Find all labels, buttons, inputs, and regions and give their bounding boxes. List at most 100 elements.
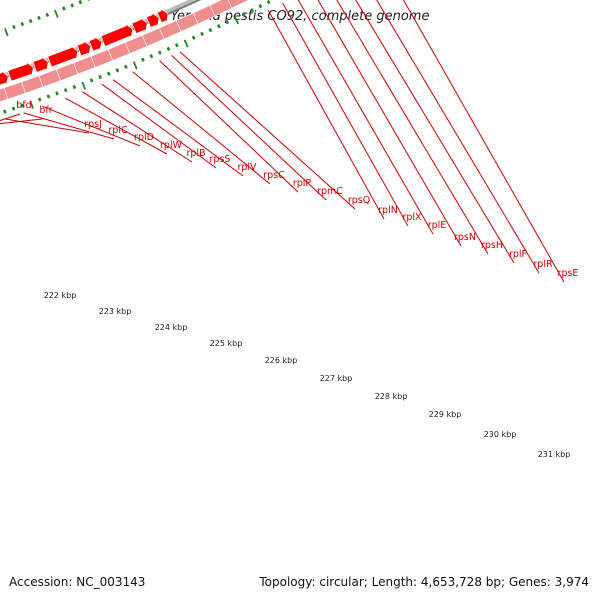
kbp-label: 227 kbp xyxy=(320,374,353,383)
cds-forward xyxy=(209,0,233,17)
gene-label-rplW[interactable]: rplW xyxy=(160,140,183,151)
skew-tick xyxy=(63,88,68,93)
gene-label-rpsH[interactable]: rpsH xyxy=(481,240,503,251)
feature-track[interactable] xyxy=(0,0,439,122)
gene-label-rplP[interactable]: rplP xyxy=(293,178,312,189)
gene-label-rplE[interactable]: rplE xyxy=(428,220,447,231)
callout-line xyxy=(64,97,168,155)
cds-reverse xyxy=(0,69,9,87)
skew-tick xyxy=(20,21,25,27)
skew-tick xyxy=(98,74,103,80)
kbp-label: 224 kbp xyxy=(155,323,188,332)
skew-tick xyxy=(89,78,94,83)
gene-label-rpsC[interactable]: rpsC xyxy=(263,170,285,181)
callout-line xyxy=(5,118,90,134)
topology-label: Topology: circular; Length: 4,653,728 bp… xyxy=(259,575,589,589)
callout-line xyxy=(297,0,434,235)
gene-label-rplC[interactable]: rplC xyxy=(108,125,128,136)
skew-tick xyxy=(3,109,7,114)
kbp-label: 226 kbp xyxy=(265,356,298,365)
skew-tick xyxy=(54,9,59,18)
skew-tick xyxy=(46,94,51,99)
kbp-label: 223 kbp xyxy=(99,307,132,316)
skew-tick xyxy=(12,24,16,30)
skew-tick xyxy=(37,97,42,102)
skew-tick xyxy=(132,61,138,70)
gene-label-rplF[interactable]: rplF xyxy=(509,249,527,260)
callout-line xyxy=(101,83,217,169)
callout-line xyxy=(267,10,385,220)
cds-reverse xyxy=(47,44,79,68)
skew-tick xyxy=(78,0,83,5)
skew-tick xyxy=(158,50,162,55)
callout-line xyxy=(23,112,115,140)
skew-tick xyxy=(123,64,128,69)
skew-tick xyxy=(72,84,77,90)
skew-tick xyxy=(45,12,50,17)
skew-tick xyxy=(141,57,145,62)
accession-label: Accession: NC_003143 xyxy=(9,575,146,589)
gene-label-rplV[interactable]: rplV xyxy=(237,162,257,173)
cds-reverse xyxy=(7,61,34,82)
gene-label-rplX[interactable]: rplX xyxy=(402,212,422,223)
skew-tick xyxy=(20,103,25,108)
callout-line xyxy=(376,0,540,274)
cds-reverse xyxy=(146,12,160,28)
skew-tick xyxy=(149,54,154,59)
skew-tick xyxy=(208,27,213,33)
gene-label-rplR[interactable]: rplR xyxy=(533,259,553,270)
kbp-label: 222 kbp xyxy=(44,291,77,300)
outer-skew-track xyxy=(3,0,277,114)
gene-label-rpsE[interactable]: rpsE xyxy=(558,268,579,279)
skew-tick xyxy=(166,46,171,52)
cds-reverse xyxy=(32,55,49,73)
callout-line xyxy=(81,91,193,163)
callout-line xyxy=(282,2,409,227)
skew-tick xyxy=(200,31,204,37)
callout-line xyxy=(336,0,489,255)
skew-tick xyxy=(37,15,41,21)
cds-reverse xyxy=(76,40,91,57)
cds-reverse xyxy=(88,35,102,52)
gene-label-rplD[interactable]: rplD xyxy=(134,132,154,143)
gene-label-rpsQ[interactable]: rpsQ xyxy=(348,195,370,206)
callout-line xyxy=(42,105,141,147)
kbp-label: 228 kbp xyxy=(375,392,408,401)
skew-tick xyxy=(216,24,221,29)
kbp-label: 230 kbp xyxy=(484,430,517,439)
skew-tick xyxy=(225,20,230,25)
skew-tick xyxy=(11,106,16,111)
gene-label-rplN[interactable]: rplN xyxy=(378,205,398,216)
skew-tick xyxy=(28,18,33,24)
inner-skew-track xyxy=(4,0,91,37)
callout-line xyxy=(0,118,43,125)
callout-line xyxy=(112,79,244,177)
skew-tick xyxy=(241,12,246,17)
genome-backbone xyxy=(0,0,202,81)
gene-callouts: bfdbfrrpsJrplCrplDrplWrplBrpsSrplVrpsCrp… xyxy=(0,0,579,283)
cds-forward xyxy=(227,0,250,9)
gene-label-rpmC[interactable]: rpmC xyxy=(317,186,343,197)
callout-line xyxy=(402,0,565,283)
cds-reverse xyxy=(100,23,133,47)
map-title: Yersinia pestis CO92, complete genome xyxy=(170,9,430,24)
skew-tick xyxy=(183,39,189,48)
cds-reverse xyxy=(156,8,169,24)
gene-label-rpsN[interactable]: rpsN xyxy=(454,232,476,243)
skew-tick xyxy=(191,35,196,40)
skew-tick xyxy=(55,91,59,96)
skew-tick xyxy=(70,3,75,8)
kbp-label: 231 kbp xyxy=(538,450,571,459)
callout-line xyxy=(171,55,327,201)
gene-label-bfr[interactable]: bfr xyxy=(39,105,52,116)
backbone-shadow xyxy=(0,0,202,81)
gene-label-rpsJ[interactable]: rpsJ xyxy=(84,119,102,130)
skew-tick xyxy=(29,100,34,109)
callout-line xyxy=(355,0,515,264)
skew-tick xyxy=(106,71,111,76)
kbp-label: 229 kbp xyxy=(429,410,462,419)
gene-label-bfd[interactable]: bfd xyxy=(16,100,31,111)
callout-line xyxy=(159,60,299,193)
skew-tick xyxy=(233,16,240,25)
